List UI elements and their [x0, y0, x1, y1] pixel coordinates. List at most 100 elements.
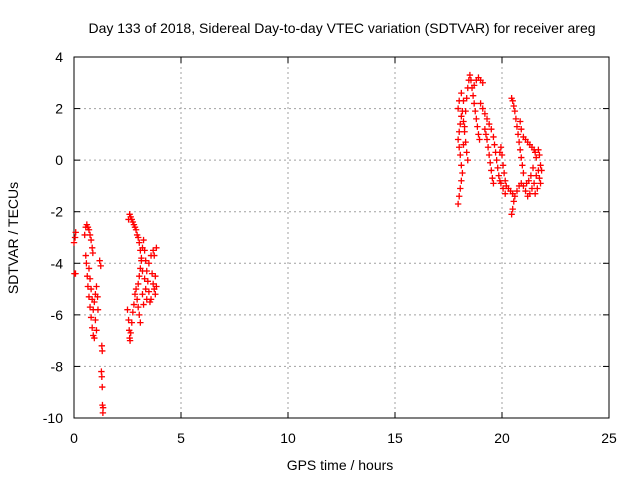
data-point	[529, 164, 537, 172]
data-point	[483, 136, 491, 143]
data-point	[126, 337, 134, 344]
data-point	[526, 190, 534, 197]
data-point	[140, 236, 147, 244]
data-point	[87, 314, 95, 321]
y-tick-label: 4	[55, 49, 63, 65]
data-point	[520, 182, 527, 190]
data-point	[490, 180, 497, 187]
data-point	[516, 146, 524, 154]
data-point	[135, 234, 142, 241]
data-point	[137, 265, 144, 272]
data-point	[140, 301, 147, 308]
data-point	[481, 110, 489, 117]
data-point	[85, 265, 93, 272]
data-point	[87, 285, 95, 293]
data-point	[457, 185, 464, 192]
data-point	[534, 185, 541, 192]
data-point	[456, 128, 463, 135]
data-point	[99, 383, 106, 391]
data-point	[470, 82, 478, 89]
data-point	[70, 239, 78, 246]
data-point	[499, 185, 507, 192]
data-point	[481, 126, 489, 133]
data-point	[91, 334, 98, 342]
data-point	[520, 169, 527, 177]
data-point	[454, 105, 462, 112]
data-point	[509, 205, 516, 213]
y-tick-label: 0	[55, 152, 63, 168]
data-point	[94, 293, 101, 301]
data-point	[470, 100, 478, 107]
data-point	[479, 79, 486, 86]
data-point	[458, 89, 465, 97]
data-point	[518, 154, 525, 161]
data-point	[462, 107, 469, 115]
data-point	[461, 123, 468, 130]
data-point	[537, 180, 544, 187]
data-point	[92, 316, 99, 324]
data-point	[458, 177, 465, 184]
data-point	[469, 92, 477, 99]
data-point	[86, 275, 94, 282]
data-point	[144, 278, 152, 285]
data-point	[93, 283, 100, 290]
data-point	[537, 162, 544, 169]
data-point	[510, 102, 517, 110]
data-point	[460, 118, 467, 125]
y-tick-label: -2	[51, 204, 64, 220]
data-point	[125, 316, 132, 324]
data-point	[141, 247, 148, 254]
data-point	[464, 156, 471, 164]
data-point	[515, 138, 523, 146]
data-point	[531, 149, 539, 156]
data-point	[509, 97, 516, 105]
data-point	[476, 136, 483, 143]
data-point	[457, 151, 464, 159]
plot-frame	[73, 56, 610, 419]
data-point	[460, 97, 467, 105]
data-point	[463, 95, 470, 102]
data-point	[514, 131, 522, 138]
data-point	[136, 272, 143, 280]
data-point	[511, 193, 519, 200]
data-point	[528, 185, 536, 192]
data-point	[153, 283, 160, 290]
data-point	[97, 262, 104, 270]
data-point	[85, 293, 93, 301]
data-point	[538, 167, 545, 174]
data-point	[483, 115, 491, 123]
data-point	[458, 162, 465, 169]
y-tick-label: 2	[55, 101, 63, 117]
data-point	[494, 164, 501, 172]
data-points	[70, 71, 545, 417]
data-point	[512, 115, 520, 123]
data-point	[72, 229, 79, 236]
data-point	[149, 280, 157, 288]
data-point	[488, 126, 495, 133]
y-tick-label: -10	[43, 410, 63, 426]
data-point	[137, 319, 144, 326]
data-point	[82, 252, 89, 259]
y-tick-labels: -10 -8 -6 -4 -2 0 2 4	[43, 49, 63, 426]
data-point	[148, 270, 156, 277]
data-point	[138, 254, 145, 262]
data-point	[459, 169, 466, 177]
data-point	[143, 267, 150, 275]
data-point	[485, 120, 493, 128]
x-tick-label: 10	[280, 430, 296, 446]
data-point	[124, 306, 131, 313]
data-point	[81, 231, 88, 239]
data-point	[458, 113, 465, 120]
data-point	[485, 151, 493, 159]
data-point	[495, 172, 502, 179]
data-point	[142, 257, 149, 264]
data-point	[133, 296, 141, 303]
data-point	[502, 190, 509, 197]
data-point	[129, 309, 137, 316]
data-point	[136, 239, 143, 246]
x-tick-label: 25	[601, 430, 617, 446]
data-point	[456, 144, 463, 151]
data-point	[519, 162, 526, 169]
data-point	[479, 105, 486, 112]
